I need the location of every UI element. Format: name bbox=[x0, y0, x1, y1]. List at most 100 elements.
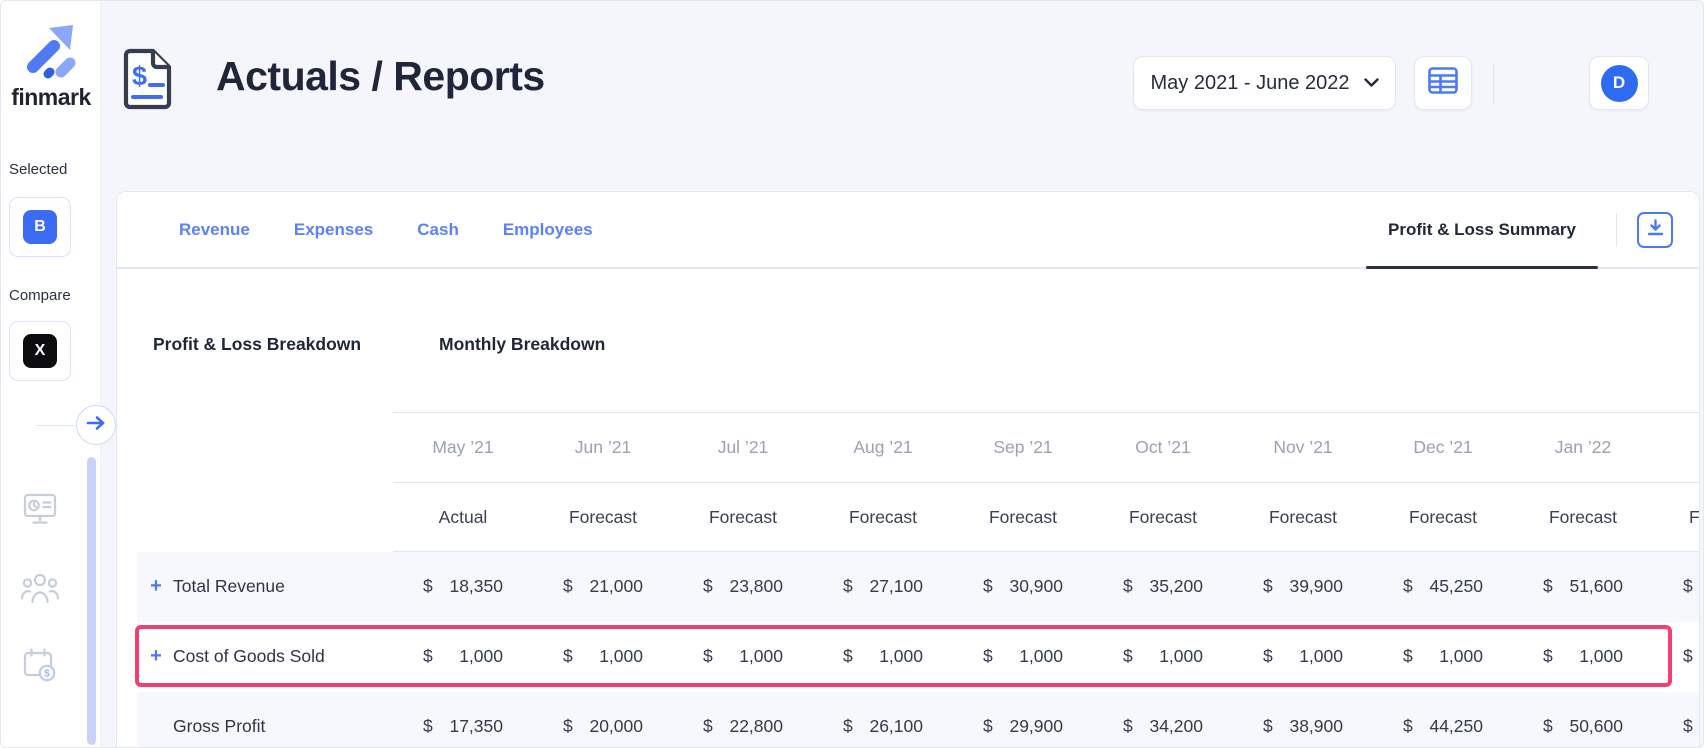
currency-symbol: $ bbox=[1403, 716, 1413, 736]
currency-symbol: $ bbox=[563, 646, 573, 666]
selected-scenario-card[interactable]: B bbox=[9, 197, 71, 257]
scenario-badge-x[interactable]: X bbox=[23, 334, 57, 368]
amount: 1,000 bbox=[1579, 646, 1623, 666]
month-header-cell: Dec ’21 bbox=[1373, 412, 1513, 483]
amount: 34,200 bbox=[1149, 716, 1203, 736]
month-header-cell: Oct ’21 bbox=[1093, 412, 1233, 483]
expand-row-button[interactable]: + bbox=[150, 575, 162, 597]
finmark-logo[interactable]: finmark bbox=[1, 21, 101, 111]
scenario-badge-b[interactable]: B bbox=[23, 210, 57, 244]
currency-symbol: $ bbox=[1683, 716, 1693, 736]
pl-table: May ’21 Jun ’21 Jul ’21 Aug ’21 Sep ’21 Oct ’… bbox=[137, 412, 1699, 747]
currency-symbol: $ bbox=[983, 576, 993, 597]
download-button[interactable] bbox=[1637, 211, 1673, 248]
month-header-row: May ’21 Jun ’21 Jul ’21 Aug ’21 Sep ’21 Oct ’… bbox=[137, 412, 1699, 483]
avatar[interactable]: D bbox=[1600, 64, 1638, 102]
amount: 1,000 bbox=[739, 646, 783, 666]
tab-revenue[interactable]: Revenue bbox=[179, 219, 250, 239]
currency-symbol: $ bbox=[563, 716, 573, 736]
tab-cash[interactable]: Cash bbox=[417, 219, 459, 239]
value-cell: $ bbox=[1653, 622, 1699, 692]
chevron-down-icon bbox=[1363, 74, 1379, 92]
value-cell: $20,000 bbox=[533, 691, 673, 747]
table-row[interactable]: + Total Revenue $18,350 $21,000 $23,800 $27,1… bbox=[137, 551, 1699, 622]
amount: 51,600 bbox=[1569, 576, 1623, 597]
amount: 22,800 bbox=[729, 716, 783, 736]
value-cell: $18,350 bbox=[393, 551, 533, 622]
value-cell: $51,600 bbox=[1513, 551, 1653, 622]
pl-table-wrap: May ’21 Jun ’21 Jul ’21 Aug ’21 Sep ’21 Oct ’… bbox=[137, 412, 1699, 747]
month-header-cell: Sep ’21 bbox=[953, 412, 1093, 483]
amount: 45,250 bbox=[1429, 576, 1483, 597]
month-header-cell: Aug ’21 bbox=[813, 412, 953, 483]
currency-symbol: $ bbox=[1263, 646, 1273, 666]
period-type-cell: Forecast bbox=[953, 482, 1093, 552]
table-corner bbox=[137, 483, 393, 552]
period-type-cell: Forecast bbox=[1233, 482, 1373, 552]
currency-symbol: $ bbox=[843, 646, 853, 666]
period-type-cell: Forecast bbox=[813, 482, 953, 552]
sidebar-item-employees[interactable] bbox=[19, 571, 61, 610]
amount: 50,600 bbox=[1569, 716, 1623, 736]
period-type-cell: Forecast bbox=[1093, 482, 1233, 552]
sidebar-item-billing[interactable]: $ bbox=[19, 647, 61, 688]
sidebar-item-reports[interactable] bbox=[19, 491, 61, 532]
period-type-row: Actual Forecast Forecast Forecast Forecast Fo… bbox=[137, 482, 1699, 552]
currency-symbol: $ bbox=[1543, 646, 1553, 666]
amount: 1,000 bbox=[599, 646, 643, 666]
amount: 23,800 bbox=[729, 576, 783, 597]
amount: 39,900 bbox=[1289, 576, 1343, 597]
amount: 35,200 bbox=[1149, 576, 1203, 597]
period-type-cell: Forecast bbox=[1373, 482, 1513, 552]
amount: 1,000 bbox=[1299, 646, 1343, 666]
currency-symbol: $ bbox=[843, 716, 853, 736]
currency-symbol: $ bbox=[423, 716, 433, 736]
right-tab-group: Profit & Loss Summary bbox=[1366, 192, 1673, 269]
row-label-cell: Gross Profit bbox=[137, 691, 393, 747]
amount: 30,900 bbox=[1009, 576, 1063, 597]
amount: 1,000 bbox=[879, 646, 923, 666]
tab-expenses[interactable]: Expenses bbox=[293, 219, 374, 239]
sidebar-collapse-button[interactable] bbox=[76, 405, 116, 445]
value-cell: $1,000 bbox=[533, 622, 673, 692]
month-header-cell bbox=[1653, 412, 1699, 483]
value-cell: $35,200 bbox=[1093, 551, 1233, 622]
value-cell: $50,600 bbox=[1513, 691, 1653, 747]
amount: 1,000 bbox=[459, 646, 503, 666]
amount: 1,000 bbox=[1159, 646, 1203, 666]
tab-profit-loss-summary[interactable]: Profit & Loss Summary bbox=[1366, 192, 1598, 269]
date-range-dropdown[interactable]: May 2021 - June 2022 bbox=[1133, 56, 1396, 110]
amount: 44,250 bbox=[1429, 716, 1483, 736]
table-view-button[interactable] bbox=[1414, 56, 1472, 110]
table-row[interactable]: Gross Profit $17,350 $20,000 $22,800 $26,100… bbox=[137, 691, 1699, 747]
user-menu-button[interactable]: D bbox=[1589, 56, 1649, 110]
row-label: Total Revenue bbox=[173, 576, 285, 596]
compare-scenario-card[interactable]: X bbox=[9, 321, 71, 381]
tab-employees[interactable]: Employees bbox=[502, 219, 593, 239]
value-cell: $17,350 bbox=[393, 691, 533, 747]
sidebar-scrollbar[interactable] bbox=[87, 457, 96, 745]
currency-symbol: $ bbox=[1683, 646, 1693, 666]
currency-symbol: $ bbox=[983, 646, 993, 666]
value-cell: $1,000 bbox=[1093, 622, 1233, 692]
row-label: Cost of Goods Sold bbox=[173, 646, 325, 666]
month-header-cell: Nov ’21 bbox=[1233, 412, 1373, 483]
expand-row-button[interactable]: + bbox=[150, 645, 162, 667]
sidebar-divider bbox=[35, 425, 75, 426]
row-label-cell: + Cost of Goods Sold bbox=[137, 622, 393, 692]
amount: 29,900 bbox=[1009, 716, 1063, 736]
page-title: Actuals / Reports bbox=[216, 53, 545, 99]
month-header-cell: Jul ’21 bbox=[673, 412, 813, 483]
currency-symbol: $ bbox=[423, 646, 433, 666]
currency-symbol: $ bbox=[703, 576, 713, 597]
month-header-cell: Jun ’21 bbox=[533, 412, 673, 483]
currency-symbol: $ bbox=[1123, 716, 1133, 736]
value-cell: $1,000 bbox=[673, 622, 813, 692]
currency-symbol: $ bbox=[1123, 576, 1133, 597]
amount: 17,350 bbox=[449, 716, 503, 736]
download-icon bbox=[1646, 218, 1665, 242]
pl-breakdown-header: Profit & Loss Breakdown bbox=[153, 334, 362, 354]
finmark-wordmark: finmark bbox=[11, 84, 91, 110]
table-row[interactable]: + Cost of Goods Sold $1,000 $1,000 $1,000 $1,… bbox=[137, 622, 1699, 692]
value-cell: $27,100 bbox=[813, 551, 953, 622]
